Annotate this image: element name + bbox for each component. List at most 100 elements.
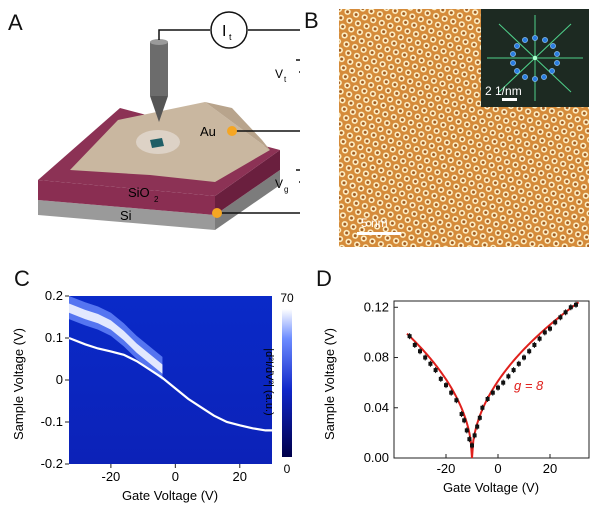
device-schematic: I t V t V g Au SiO 2 Si	[38, 11, 300, 230]
si-contact-dot	[212, 208, 222, 218]
data-point	[475, 424, 480, 429]
c-x-tick-label: 20	[233, 469, 247, 484]
data-point	[459, 412, 464, 417]
au-label: Au	[200, 124, 216, 139]
d-y-axis-label: Sample Voltage (V)	[322, 328, 337, 440]
data-point	[501, 380, 506, 385]
circuit-wire-top	[158, 29, 210, 40]
d-x-tick-label: 0	[494, 461, 501, 476]
fit-annotation: g = 8	[514, 378, 544, 393]
fit-curve-left	[406, 332, 473, 459]
data-point	[472, 433, 477, 438]
c-y-axis-label: Sample Voltage (V)	[11, 328, 26, 440]
colorbar-max-label: 70	[280, 291, 294, 305]
d-y-tick-label: 0.00	[364, 450, 389, 465]
bright-band-core	[69, 303, 163, 374]
d-x-tick-label: 20	[543, 461, 557, 476]
flake-edge	[205, 102, 270, 150]
data-point	[532, 342, 537, 347]
data-point	[418, 349, 422, 354]
sio2-label: SiO	[128, 185, 150, 200]
stm-image: 2 1/nm 5 nm	[339, 9, 589, 247]
data-point	[506, 374, 511, 379]
circuit-wire-si	[217, 212, 300, 214]
stm-scale-label: 5 nm	[361, 216, 388, 230]
c-y-tick-label: -0.1	[41, 414, 63, 429]
fft-scale-label: 2 1/nm	[485, 84, 522, 98]
scatter-chart: -20 0 20 0.00 0.04 0.08 0.12 g = 8 Gate Voltag…	[322, 299, 590, 495]
data-point	[485, 396, 490, 401]
si-label: Si	[120, 208, 132, 223]
dirac-point-trace	[69, 336, 272, 432]
data-point	[467, 437, 472, 442]
fft-scale-bar	[502, 98, 517, 101]
plot-frame	[393, 300, 590, 459]
colorbar	[282, 309, 292, 457]
c-y-tick-label: 0.2	[45, 288, 63, 303]
data-point	[511, 368, 516, 373]
c-x-tick-label: 0	[172, 469, 179, 484]
data-point	[444, 383, 448, 388]
si-layer-side	[215, 170, 280, 230]
data-point	[568, 305, 573, 310]
c-y-tick-label: 0.1	[45, 330, 63, 345]
data-point	[449, 390, 454, 395]
panel-letter-d: D	[316, 266, 332, 291]
d-x-axis-label: Gate Voltage (V)	[443, 480, 539, 495]
data-point	[454, 398, 459, 403]
data-point	[527, 349, 532, 354]
data-point	[553, 320, 558, 325]
c-y-tick-label: 0	[56, 372, 63, 387]
fft-center-peak	[532, 55, 538, 61]
data-point	[477, 415, 482, 420]
c-x-tick-label: -20	[101, 469, 120, 484]
panel-letter-c: C	[14, 266, 30, 291]
data-point	[548, 326, 552, 331]
ammeter-label: I	[222, 23, 226, 40]
fft-spots	[510, 35, 560, 82]
data-point	[542, 330, 547, 335]
d-y-tick-label: 0.12	[364, 299, 389, 314]
au-contact-dot	[227, 126, 237, 136]
heatmap-chart: -20 0 20 0.2 0.1 0 -0.1 -0.2 70 0 |d²I/dV²| (a.…	[11, 288, 294, 503]
vg-label-sub: g	[284, 185, 288, 194]
data-point	[496, 385, 500, 390]
data-point	[563, 310, 568, 315]
data-point	[428, 361, 433, 366]
panel-letter-b: B	[304, 8, 319, 33]
sio2-layer-side	[215, 150, 280, 215]
circuit-wire-right	[248, 29, 300, 31]
stm-tip-top	[150, 39, 168, 45]
data-point	[574, 302, 578, 307]
data-point	[433, 368, 438, 373]
data-point	[464, 428, 469, 433]
c-y-tick-label: -0.2	[41, 456, 63, 471]
ammeter-label-sub: t	[229, 32, 232, 42]
data-point	[407, 334, 412, 339]
stm-tip-point	[150, 96, 168, 122]
stm-scale-bar	[357, 232, 401, 235]
sio2-layer-front	[38, 180, 215, 215]
panel-letter-a: A	[8, 10, 23, 35]
sample-dark-spot	[150, 138, 164, 148]
data-point	[522, 355, 526, 360]
data-point	[480, 405, 485, 410]
si-layer-front	[38, 200, 215, 230]
stm-tip-body	[150, 42, 168, 96]
d-y-tick-label: 0.08	[364, 350, 389, 365]
heatmap-bright-band	[69, 296, 163, 380]
data-point	[516, 361, 521, 366]
data-point	[462, 418, 467, 423]
d-y-tick-label: 0.04	[364, 400, 389, 415]
colorbar-title: |d²I/dV²| (a.u.)	[263, 348, 275, 415]
vt-label-sub: t	[284, 75, 287, 84]
data-point	[412, 342, 417, 347]
data-point	[537, 336, 542, 341]
c-x-axis-label: Gate Voltage (V)	[122, 488, 218, 503]
data-point	[558, 315, 563, 320]
data-point	[490, 390, 495, 395]
vg-label: V	[275, 177, 283, 191]
data-point	[423, 355, 428, 360]
sio2-label-sub: 2	[154, 195, 159, 204]
data-point	[470, 443, 474, 448]
